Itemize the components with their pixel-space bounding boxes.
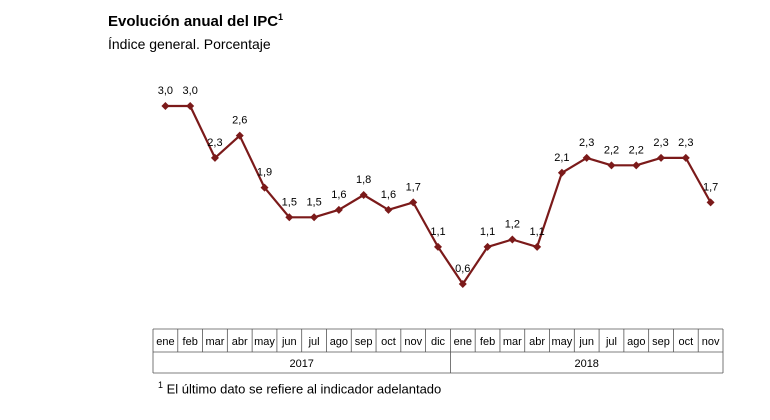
data-label-15: 1,2 <box>505 219 520 231</box>
data-label-10: 1,6 <box>381 189 396 201</box>
data-label-4: 2,6 <box>232 115 247 127</box>
title-footnote-mark: 1 <box>278 12 284 22</box>
data-point-8 <box>334 205 343 214</box>
data-label-1: 3,0 <box>158 85 173 97</box>
tick-label-9: sep <box>355 336 373 348</box>
series-line <box>165 104 712 286</box>
year-label-2018: 2018 <box>574 358 598 370</box>
data-label-8: 1,6 <box>331 189 346 201</box>
tick-label-17: may <box>552 336 573 348</box>
tick-label-21: sep <box>652 336 670 348</box>
data-label-3: 2,3 <box>207 137 222 149</box>
chart-subtitle: Índice general. Porcentaje <box>108 36 271 52</box>
data-point-7 <box>310 213 319 222</box>
data-point-11 <box>409 198 418 207</box>
tick-label-20: ago <box>627 336 645 348</box>
data-point-12 <box>434 242 442 251</box>
tick-label-23: nov <box>702 336 720 348</box>
data-label-5: 1,9 <box>257 167 272 179</box>
tick-label-2: feb <box>183 336 198 348</box>
data-point-1 <box>161 102 170 110</box>
chart-title: Evolución anual del IPC1 <box>108 12 284 30</box>
data-point-18 <box>582 153 591 162</box>
data-point-14 <box>483 242 492 251</box>
data-label-2: 3,0 <box>183 85 198 97</box>
footnote: 1 El último dato se refiere al indicador… <box>158 380 442 397</box>
data-point-20 <box>632 161 641 170</box>
data-point-10 <box>384 205 393 214</box>
data-point-13 <box>458 280 467 288</box>
data-point-5 <box>260 183 269 192</box>
data-label-12: 1,1 <box>430 226 445 238</box>
data-label-9: 1,8 <box>356 174 371 186</box>
data-label-22: 2,3 <box>678 137 693 149</box>
data-point-2 <box>186 102 195 110</box>
data-point-22 <box>681 153 690 162</box>
tick-label-14: feb <box>480 336 495 348</box>
tick-label-4: abr <box>232 336 248 348</box>
data-point-15 <box>508 235 517 244</box>
data-label-16: 1,1 <box>529 226 544 238</box>
tick-label-7: jul <box>308 336 320 348</box>
tick-label-5: may <box>254 336 275 348</box>
tick-label-18: jun <box>578 336 594 348</box>
data-label-14: 1,1 <box>480 226 495 238</box>
data-point-6 <box>285 213 294 222</box>
footnote-mark: 1 <box>158 380 164 390</box>
data-point-21 <box>657 153 666 162</box>
data-label-13: 0,6 <box>455 263 470 275</box>
data-point-9 <box>359 191 368 199</box>
data-point-19 <box>607 161 616 170</box>
data-label-17: 2,1 <box>554 152 569 164</box>
tick-label-8: ago <box>330 336 348 348</box>
data-label-23: 1,7 <box>703 181 718 193</box>
tick-label-12: dic <box>431 336 446 348</box>
data-label-6: 1,5 <box>282 196 297 208</box>
data-point-23 <box>706 198 715 207</box>
data-label-11: 1,7 <box>406 181 421 193</box>
data-label-20: 2,2 <box>629 144 644 156</box>
data-point-16 <box>533 242 542 251</box>
tick-label-6: jun <box>281 336 297 348</box>
tick-label-3: mar <box>205 336 224 348</box>
data-point-4 <box>235 131 244 140</box>
tick-label-11: nov <box>404 336 422 348</box>
tick-label-19: jul <box>605 336 617 348</box>
tick-label-16: abr <box>529 336 545 348</box>
tick-label-10: oct <box>381 336 396 348</box>
tick-label-15: mar <box>503 336 522 348</box>
data-point-3 <box>210 153 219 162</box>
data-label-7: 1,5 <box>306 196 321 208</box>
data-label-21: 2,3 <box>653 137 668 149</box>
year-label-2017: 2017 <box>289 358 313 370</box>
tick-label-1: ene <box>156 336 174 348</box>
data-label-18: 2,3 <box>579 137 594 149</box>
data-label-19: 2,2 <box>604 144 619 156</box>
tick-label-22: oct <box>678 336 693 348</box>
data-point-17 <box>557 168 566 177</box>
tick-label-13: ene <box>454 336 472 348</box>
